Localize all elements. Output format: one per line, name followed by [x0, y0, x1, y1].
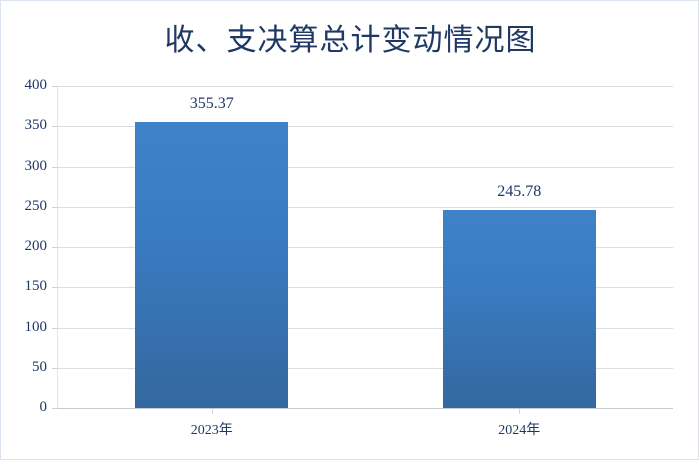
bar-value-label: 355.37 — [189, 94, 234, 112]
y-tick-mark — [52, 206, 58, 208]
gridline — [58, 408, 673, 409]
y-axis-tick-label: 0 — [39, 399, 48, 415]
y-tick-mark — [52, 247, 58, 248]
y-tick-mark — [52, 287, 58, 289]
gridline — [58, 166, 673, 168]
plot-area — [58, 86, 673, 409]
chart-title: 收、支决算总计变动情况图 — [164, 24, 537, 57]
bar-value-label: 245.78 — [497, 183, 542, 201]
x-axis-tick-label: 2024年 — [498, 423, 541, 438]
y-axis-tick-label: 150 — [24, 278, 48, 295]
y-axis-tick-label: 350 — [24, 117, 48, 134]
gridline — [58, 86, 673, 87]
x-tick-mark — [211, 409, 213, 414]
bar-2023年[interactable] — [135, 121, 289, 408]
y-axis-tick-label: 400 — [24, 77, 48, 93]
y-tick-mark — [52, 166, 58, 168]
gridline — [58, 367, 673, 369]
gridline — [58, 287, 673, 289]
y-tick-mark — [52, 408, 58, 409]
gridline — [58, 247, 673, 248]
y-axis-tick-label: 250 — [24, 197, 48, 214]
gridline — [58, 327, 673, 329]
y-axis-tick-label: 300 — [24, 157, 48, 174]
y-axis-tick-label: 50 — [32, 358, 47, 375]
y-axis-tick-label: 200 — [24, 238, 48, 254]
x-tick-mark — [519, 409, 521, 414]
y-tick-mark — [52, 367, 58, 369]
y-tick-mark — [52, 86, 58, 87]
y-axis-tick-label: 100 — [24, 318, 48, 335]
y-tick-mark — [52, 327, 58, 329]
y-tick-mark — [52, 126, 58, 128]
bar-2024年[interactable] — [442, 210, 596, 408]
gridline — [58, 126, 673, 128]
x-axis-tick-label: 2023年 — [190, 423, 233, 438]
gridline — [58, 206, 673, 208]
